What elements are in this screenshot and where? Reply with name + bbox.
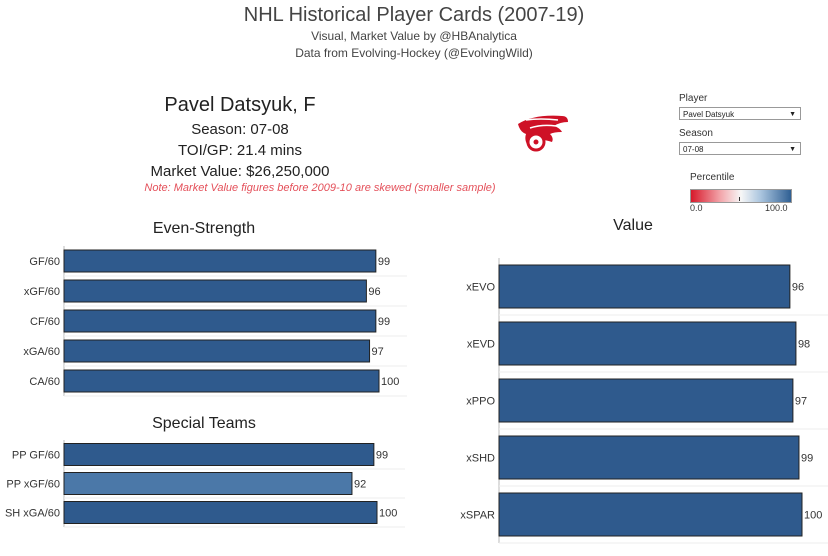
value-label: 97 (795, 396, 807, 408)
value-label: 100 (381, 376, 399, 388)
bar-xgf-60[interactable] (64, 280, 366, 302)
bar-xevd[interactable] (499, 322, 796, 365)
market-value-note: Note: Market Value figures before 2009-1… (0, 182, 640, 194)
category-label: xSHD (466, 453, 495, 465)
percentile-color-scale (690, 189, 792, 203)
season-dropdown[interactable]: 07-08 ▼ (679, 142, 801, 155)
category-label: GF/60 (29, 256, 60, 268)
value-label: 100 (379, 508, 397, 520)
even-strength-title: Even-Strength (64, 220, 344, 238)
bar-sh-xga-60[interactable] (64, 502, 377, 524)
bar-xppo[interactable] (499, 379, 793, 422)
dashboard-subtitle-credit: Visual, Market Value by @HBAnalytica (0, 29, 828, 43)
legend-midpoint-tick (739, 197, 740, 201)
category-label: CA/60 (29, 376, 60, 388)
category-label: xEVO (466, 282, 495, 294)
category-label: xSPAR (460, 510, 495, 522)
category-label: xGF/60 (24, 286, 60, 298)
value-label: 92 (354, 479, 366, 491)
player-dropdown[interactable]: Pavel Datsyuk ▼ (679, 107, 801, 120)
bar-xspar[interactable] (499, 493, 802, 536)
player-name: Pavel Datsyuk, F (0, 94, 480, 117)
red-wings-logo (512, 110, 572, 158)
category-label: CF/60 (30, 316, 60, 328)
special-teams-chart: PP GF/60 99 PP xGF/60 92 SH xGA/60 100 (0, 440, 420, 532)
value-label: 96 (792, 282, 804, 294)
value-label: 99 (376, 450, 388, 462)
bar-xga-60[interactable] (64, 340, 370, 362)
category-label: xEVD (467, 339, 495, 351)
value-label: 99 (801, 453, 813, 465)
category-label: PP xGF/60 (6, 479, 60, 491)
toi-line: TOI/GP: 21.4 mins (0, 142, 480, 159)
value-label: 96 (368, 286, 380, 298)
legend-max-label: 100.0 (765, 203, 788, 213)
bar-ca-60[interactable] (64, 370, 379, 392)
value-label: 99 (378, 316, 390, 328)
dashboard-subtitle-source: Data from Evolving-Hockey (@EvolvingWild… (0, 46, 828, 60)
value-label: 100 (804, 510, 822, 522)
category-label: xGA/60 (23, 346, 60, 358)
category-label: SH xGA/60 (5, 508, 60, 520)
dashboard-title: NHL Historical Player Cards (2007-19) (0, 4, 828, 27)
legend-min-label: 0.0 (690, 203, 703, 213)
value-label: 98 (798, 339, 810, 351)
season-filter-label: Season (679, 128, 713, 139)
value-chart: xEVO 96 xEVD 98 xPPO 97 xSHD 99 xSPAR 100 (440, 258, 828, 536)
legend-title: Percentile (690, 172, 734, 183)
bar-pp-gf-60[interactable] (64, 444, 374, 466)
market-value-line: Market Value: $26,250,000 (0, 163, 480, 180)
season-dropdown-value: 07-08 (683, 145, 703, 154)
player-dropdown-value: Pavel Datsyuk (683, 110, 734, 119)
player-filter-label: Player (679, 93, 707, 104)
category-label: xPPO (466, 396, 495, 408)
bar-cf-60[interactable] (64, 310, 376, 332)
value-label: 99 (378, 256, 390, 268)
special-teams-title: Special Teams (64, 415, 344, 433)
bar-pp-xgf-60[interactable] (64, 473, 352, 495)
value-label: 97 (372, 346, 384, 358)
bar-xevo[interactable] (499, 265, 790, 308)
season-line: Season: 07-08 (0, 121, 480, 138)
bar-xshd[interactable] (499, 436, 799, 479)
chevron-down-icon: ▼ (789, 143, 796, 156)
bar-gf-60[interactable] (64, 250, 376, 272)
value-title: Value (500, 217, 766, 235)
even-strength-chart: GF/60 99 xGF/60 96 CF/60 99 xGA/60 97 CA/60 100 (0, 246, 420, 400)
chevron-down-icon: ▼ (789, 108, 796, 121)
category-label: PP GF/60 (12, 450, 60, 462)
